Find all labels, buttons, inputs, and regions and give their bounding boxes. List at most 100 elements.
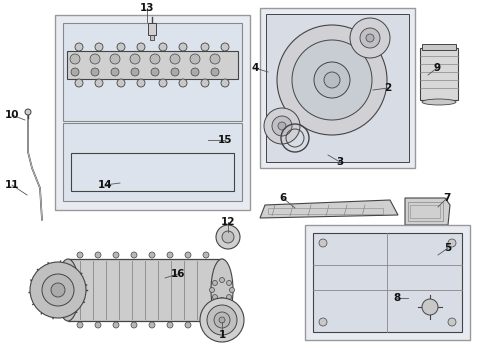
Ellipse shape [422, 99, 456, 105]
Text: 6: 6 [279, 193, 287, 203]
Bar [68, 259, 223, 321]
Bar [63, 23, 242, 121]
Circle shape [77, 252, 83, 258]
Bar [408, 202, 443, 221]
Ellipse shape [57, 259, 79, 321]
FancyBboxPatch shape [176, 128, 208, 148]
Circle shape [137, 79, 145, 87]
Circle shape [222, 231, 234, 243]
Circle shape [319, 239, 327, 247]
Text: 16: 16 [171, 269, 185, 279]
Circle shape [171, 68, 179, 76]
Circle shape [137, 43, 145, 51]
Bar [268, 208, 383, 214]
Circle shape [219, 317, 225, 323]
Circle shape [75, 79, 83, 87]
Circle shape [170, 54, 180, 64]
Circle shape [211, 68, 219, 76]
Circle shape [220, 278, 224, 283]
Circle shape [214, 312, 230, 328]
Circle shape [216, 225, 240, 249]
Circle shape [210, 54, 220, 64]
Circle shape [350, 18, 390, 58]
Circle shape [277, 25, 387, 135]
Circle shape [149, 322, 155, 328]
Circle shape [185, 252, 191, 258]
Circle shape [221, 43, 229, 51]
Circle shape [185, 322, 191, 328]
Text: 12: 12 [221, 217, 235, 227]
Bar [71, 153, 234, 191]
Text: 13: 13 [140, 3, 154, 13]
Bar [150, 35, 154, 40]
Circle shape [77, 322, 83, 328]
Circle shape [210, 288, 215, 292]
Text: 9: 9 [434, 63, 441, 73]
Text: 2: 2 [384, 83, 392, 93]
FancyBboxPatch shape [68, 128, 100, 148]
Circle shape [207, 305, 237, 335]
Polygon shape [405, 198, 450, 225]
Circle shape [221, 79, 229, 87]
Circle shape [167, 322, 173, 328]
FancyBboxPatch shape [104, 128, 136, 148]
Circle shape [151, 68, 159, 76]
Circle shape [91, 68, 99, 76]
Circle shape [324, 72, 340, 88]
Circle shape [117, 43, 125, 51]
Circle shape [95, 43, 103, 51]
Ellipse shape [211, 259, 233, 321]
Bar [410, 205, 440, 218]
Circle shape [213, 294, 218, 300]
Circle shape [201, 79, 209, 87]
Text: 10: 10 [5, 110, 19, 120]
Circle shape [90, 54, 100, 64]
Circle shape [179, 43, 187, 51]
Circle shape [272, 116, 292, 136]
Circle shape [159, 79, 167, 87]
Circle shape [203, 322, 209, 328]
Circle shape [25, 109, 31, 115]
Bar [305, 225, 470, 340]
Circle shape [314, 62, 350, 98]
Circle shape [95, 322, 101, 328]
Circle shape [448, 239, 456, 247]
Circle shape [117, 79, 125, 87]
Text: 8: 8 [393, 293, 401, 303]
Circle shape [422, 299, 438, 315]
Circle shape [111, 68, 119, 76]
Text: 7: 7 [443, 193, 451, 203]
Circle shape [131, 322, 137, 328]
Circle shape [366, 34, 374, 42]
Bar [266, 14, 409, 162]
Circle shape [229, 288, 235, 292]
Bar [63, 123, 242, 201]
Circle shape [200, 298, 244, 342]
Bar [55, 15, 250, 210]
Circle shape [149, 252, 155, 258]
Text: 15: 15 [218, 135, 232, 145]
Circle shape [203, 252, 209, 258]
Circle shape [292, 40, 372, 120]
Circle shape [130, 54, 140, 64]
Circle shape [131, 252, 137, 258]
Bar [426, 303, 434, 311]
Circle shape [51, 283, 65, 297]
Circle shape [220, 297, 224, 302]
Text: 5: 5 [444, 243, 452, 253]
Circle shape [95, 252, 101, 258]
Bar [313, 233, 462, 332]
Circle shape [113, 322, 119, 328]
Circle shape [226, 294, 232, 300]
Circle shape [179, 79, 187, 87]
Circle shape [190, 54, 200, 64]
Circle shape [131, 68, 139, 76]
Circle shape [42, 274, 74, 306]
Circle shape [159, 43, 167, 51]
Bar [148, 23, 156, 35]
FancyBboxPatch shape [140, 128, 172, 148]
Circle shape [150, 54, 160, 64]
Text: 3: 3 [336, 157, 343, 167]
Circle shape [113, 252, 119, 258]
Polygon shape [260, 200, 398, 218]
